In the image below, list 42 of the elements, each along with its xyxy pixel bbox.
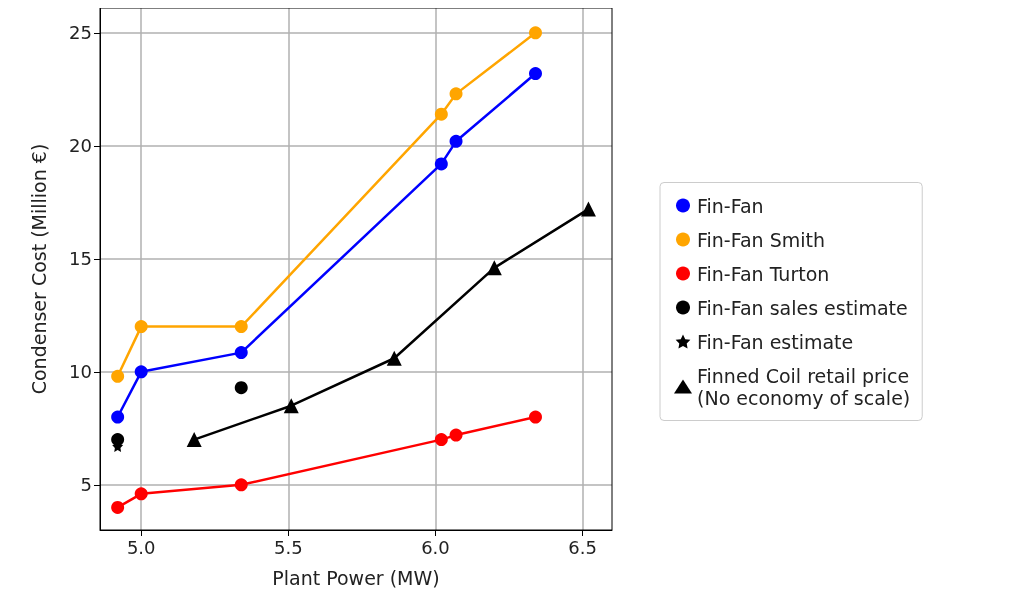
point xyxy=(529,67,542,81)
y-tick-label: 25 xyxy=(69,22,92,44)
point xyxy=(186,432,202,448)
point xyxy=(434,157,448,171)
point xyxy=(111,410,125,424)
point xyxy=(111,500,125,514)
y-tick-label: 20 xyxy=(69,135,92,157)
y-tick-label: 15 xyxy=(69,248,92,270)
point xyxy=(434,107,448,121)
point xyxy=(234,478,248,492)
y-tick-label: 10 xyxy=(69,361,92,383)
point xyxy=(234,320,248,334)
point xyxy=(134,320,148,334)
legend-label: Fin-Fan xyxy=(697,194,764,217)
legend-label: Fin-Fan Smith xyxy=(697,228,825,251)
point xyxy=(134,365,148,379)
point xyxy=(134,487,148,501)
x-tick-label: 6.5 xyxy=(568,536,597,558)
legend-label: Fin-Fan estimate xyxy=(697,330,854,353)
point xyxy=(449,134,463,148)
point xyxy=(434,433,448,447)
point xyxy=(283,398,299,414)
point xyxy=(529,410,542,424)
point xyxy=(111,369,125,383)
point xyxy=(386,350,402,366)
x-tick-label: 5.0 xyxy=(126,536,156,558)
x-tick-label: 5.5 xyxy=(274,536,303,558)
point xyxy=(529,26,542,40)
x-tick-label: 6.0 xyxy=(421,536,450,558)
point xyxy=(449,87,463,101)
point xyxy=(486,260,502,276)
point xyxy=(234,346,248,360)
legend-label: Fin-Fan Turton xyxy=(697,262,830,285)
legend-label: Finned Coil retail price (No economy of scale) xyxy=(697,364,911,409)
legend-label: Fin-Fan sales estimate xyxy=(697,296,908,319)
x-axis-title: Plant Power (MW) xyxy=(272,566,440,589)
y-axis-title: Condenser Cost (Million €) xyxy=(27,143,50,395)
point xyxy=(111,433,125,447)
point xyxy=(234,381,248,395)
point xyxy=(449,428,463,442)
point xyxy=(580,201,596,217)
y-tick-label: 5 xyxy=(80,474,92,496)
